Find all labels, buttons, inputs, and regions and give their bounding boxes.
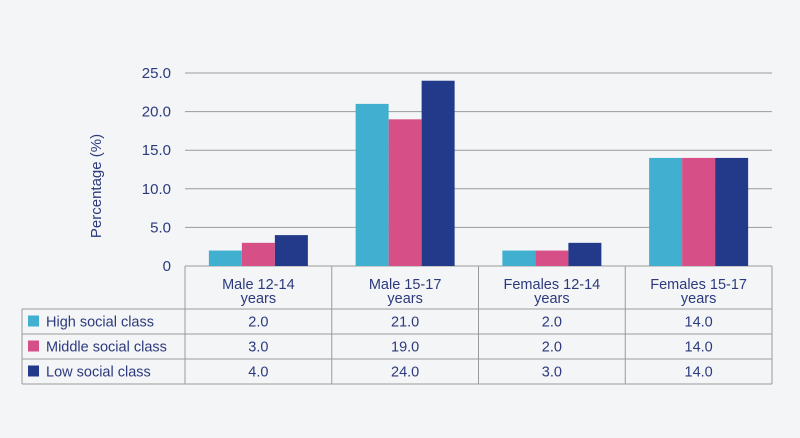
- x-category-label: Male 15-17: [369, 277, 442, 293]
- bar-low-social-class: [274, 235, 308, 266]
- legend-swatch: [28, 365, 39, 377]
- bar-middle-social-class: [682, 157, 716, 266]
- table-cell-value: 2.0: [542, 315, 562, 331]
- table-cell-value: 2.0: [542, 340, 562, 356]
- bar-middle-social-class: [535, 250, 569, 266]
- x-category-label: Male 12-14: [222, 277, 295, 293]
- legend-swatch: [28, 315, 39, 327]
- bars: [208, 80, 749, 266]
- table-cell-value: 14.0: [685, 315, 713, 331]
- y-tick-label: 15.0: [142, 142, 171, 159]
- bar-high-social-class: [355, 103, 389, 266]
- y-tick-label: 25.0: [142, 65, 171, 82]
- x-category-label: years: [387, 291, 422, 307]
- table-cell-value: 2.0: [248, 315, 268, 331]
- bar-high-social-class: [502, 250, 536, 266]
- y-tick-label: 0: [163, 258, 171, 275]
- bar-low-social-class: [568, 242, 602, 266]
- table-cell-value: 19.0: [391, 340, 419, 356]
- bar-middle-social-class: [388, 119, 422, 266]
- y-tick-label: 10.0: [142, 181, 171, 198]
- x-category-label: years: [681, 291, 716, 307]
- table-cell-value: 3.0: [542, 365, 562, 381]
- table-cell-value: 24.0: [391, 365, 419, 381]
- table-cell-value: 4.0: [248, 365, 268, 381]
- y-axis-ticks: 0 5.0 10.0 15.0 20.0 25.0: [142, 65, 171, 275]
- bar-high-social-class: [649, 157, 683, 266]
- legend-swatch: [28, 340, 39, 352]
- legend-label: Middle social class: [46, 340, 167, 356]
- x-category-label: years: [534, 291, 569, 307]
- y-tick-label: 5.0: [150, 219, 171, 236]
- x-category-label: Females 12-14: [504, 277, 601, 293]
- x-category-label: Females 15-17: [650, 277, 747, 293]
- table-cell-value: 21.0: [391, 315, 419, 331]
- y-axis-title: Percentage (%): [88, 134, 105, 238]
- table-cell-value: 14.0: [685, 340, 713, 356]
- table-cell-value: 14.0: [685, 365, 713, 381]
- x-category-label: years: [241, 291, 276, 307]
- bar-high-social-class: [208, 250, 242, 266]
- bar-middle-social-class: [241, 242, 275, 266]
- legend-label: High social class: [46, 315, 154, 331]
- y-tick-label: 20.0: [142, 104, 171, 121]
- bar-low-social-class: [421, 80, 455, 266]
- table-cell-value: 3.0: [248, 340, 268, 356]
- legend-label: Low social class: [46, 365, 151, 381]
- bar-low-social-class: [715, 157, 749, 266]
